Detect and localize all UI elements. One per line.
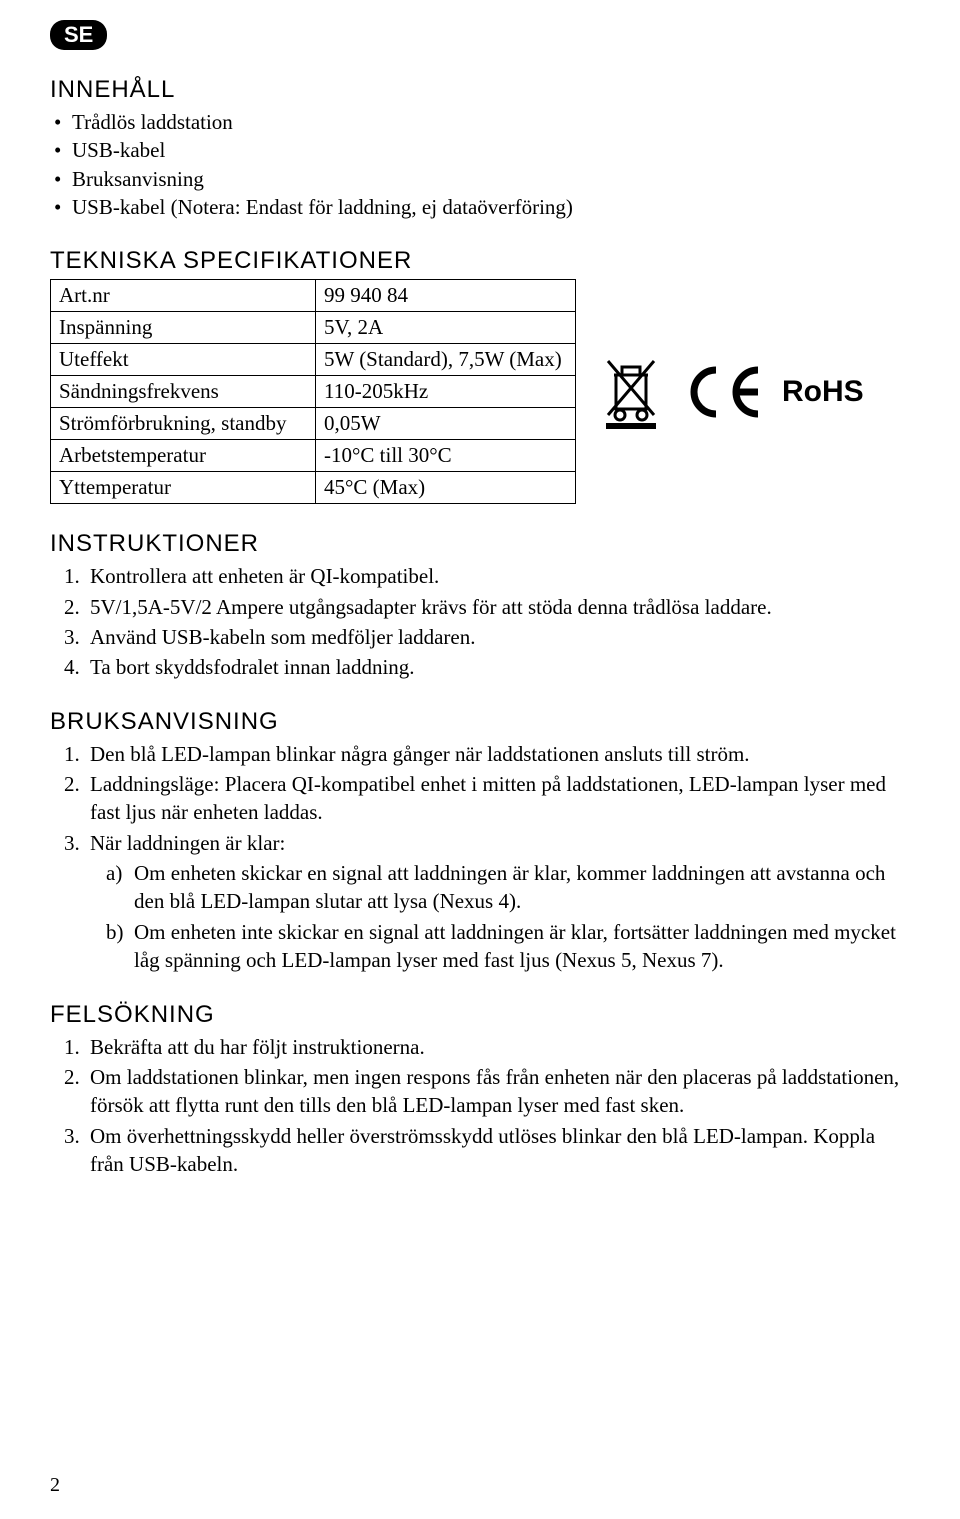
bruksanvisning-list: Den blå LED-lampan blinkar några gånger …: [50, 740, 910, 975]
sublist-item: Om enheten inte skickar en signal att la…: [106, 918, 910, 975]
table-row: Inspänning5V, 2A: [51, 312, 576, 344]
list-item: Kontrollera att enheten är QI-kompatibel…: [64, 562, 910, 590]
specs-table: Art.nr99 940 84 Inspänning5V, 2A Uteffek…: [50, 279, 576, 504]
spec-value: -10°C till 30°C: [316, 440, 576, 472]
instruktioner-list: Kontrollera att enheten är QI-kompatibel…: [50, 562, 910, 681]
list-item: Bruksanvisning: [54, 165, 910, 193]
list-item: Ta bort skyddsfodralet innan laddning.: [64, 653, 910, 681]
list-item: USB-kabel: [54, 136, 910, 164]
spec-label: Strömförbrukning, standby: [51, 408, 316, 440]
innehall-list: Trådlös laddstation USB-kabel Bruksanvis…: [50, 108, 910, 221]
list-item: Om laddstationen blinkar, men ingen resp…: [64, 1063, 910, 1120]
list-item: Bekräfta att du har följt instruktionern…: [64, 1033, 910, 1061]
rohs-label: RoHS: [782, 375, 864, 409]
spec-label: Yttemperatur: [51, 472, 316, 504]
spec-value: 110-205kHz: [316, 376, 576, 408]
list-item: När laddningen är klar: Om enheten skick…: [64, 829, 910, 975]
weee-icon: [600, 353, 662, 431]
section-title-innehall: INNEHÅLL: [50, 76, 910, 104]
page-number: 2: [50, 1474, 60, 1497]
spec-label: Uteffekt: [51, 344, 316, 376]
list-item: USB-kabel (Notera: Endast för laddning, …: [54, 193, 910, 221]
spec-value: 45°C (Max): [316, 472, 576, 504]
list-item: 5V/1,5A-5V/2 Ampere utgångsadapter krävs…: [64, 593, 910, 621]
section-title-felsokning: FELSÖKNING: [50, 1001, 910, 1029]
list-item: Använd USB-kabeln som medföljer laddaren…: [64, 623, 910, 651]
section-title-tekniska: TEKNISKA SPECIFIKATIONER: [50, 247, 910, 275]
spec-label: Arbetstemperatur: [51, 440, 316, 472]
spec-value: 5W (Standard), 7,5W (Max): [316, 344, 576, 376]
table-row: Arbetstemperatur-10°C till 30°C: [51, 440, 576, 472]
sublist-item: Om enheten skickar en signal att laddnin…: [106, 859, 910, 916]
felsokning-list: Bekräfta att du har följt instruktionern…: [50, 1033, 910, 1179]
table-row: Yttemperatur45°C (Max): [51, 472, 576, 504]
spec-label: Art.nr: [51, 280, 316, 312]
spec-value: 5V, 2A: [316, 312, 576, 344]
certification-area: RoHS: [600, 279, 864, 504]
table-row: Uteffekt5W (Standard), 7,5W (Max): [51, 344, 576, 376]
list-item-text: När laddningen är klar:: [90, 831, 285, 855]
spec-value: 99 940 84: [316, 280, 576, 312]
bruksanvisning-sublist: Om enheten skickar en signal att laddnin…: [90, 859, 910, 974]
list-item: Om överhettningsskydd heller överströmss…: [64, 1122, 910, 1179]
spec-value: 0,05W: [316, 408, 576, 440]
section-title-instruktioner: INSTRUKTIONER: [50, 530, 910, 558]
spec-label: Inspänning: [51, 312, 316, 344]
ce-icon: [680, 362, 764, 422]
spec-label: Sändningsfrekvens: [51, 376, 316, 408]
language-badge: SE: [50, 20, 107, 50]
section-title-bruksanvisning: BRUKSANVISNING: [50, 708, 910, 736]
list-item: Laddningsläge: Placera QI-kompatibel enh…: [64, 770, 910, 827]
list-item: Den blå LED-lampan blinkar några gånger …: [64, 740, 910, 768]
table-row: Strömförbrukning, standby0,05W: [51, 408, 576, 440]
table-row: Sändningsfrekvens110-205kHz: [51, 376, 576, 408]
list-item: Trådlös laddstation: [54, 108, 910, 136]
table-row: Art.nr99 940 84: [51, 280, 576, 312]
